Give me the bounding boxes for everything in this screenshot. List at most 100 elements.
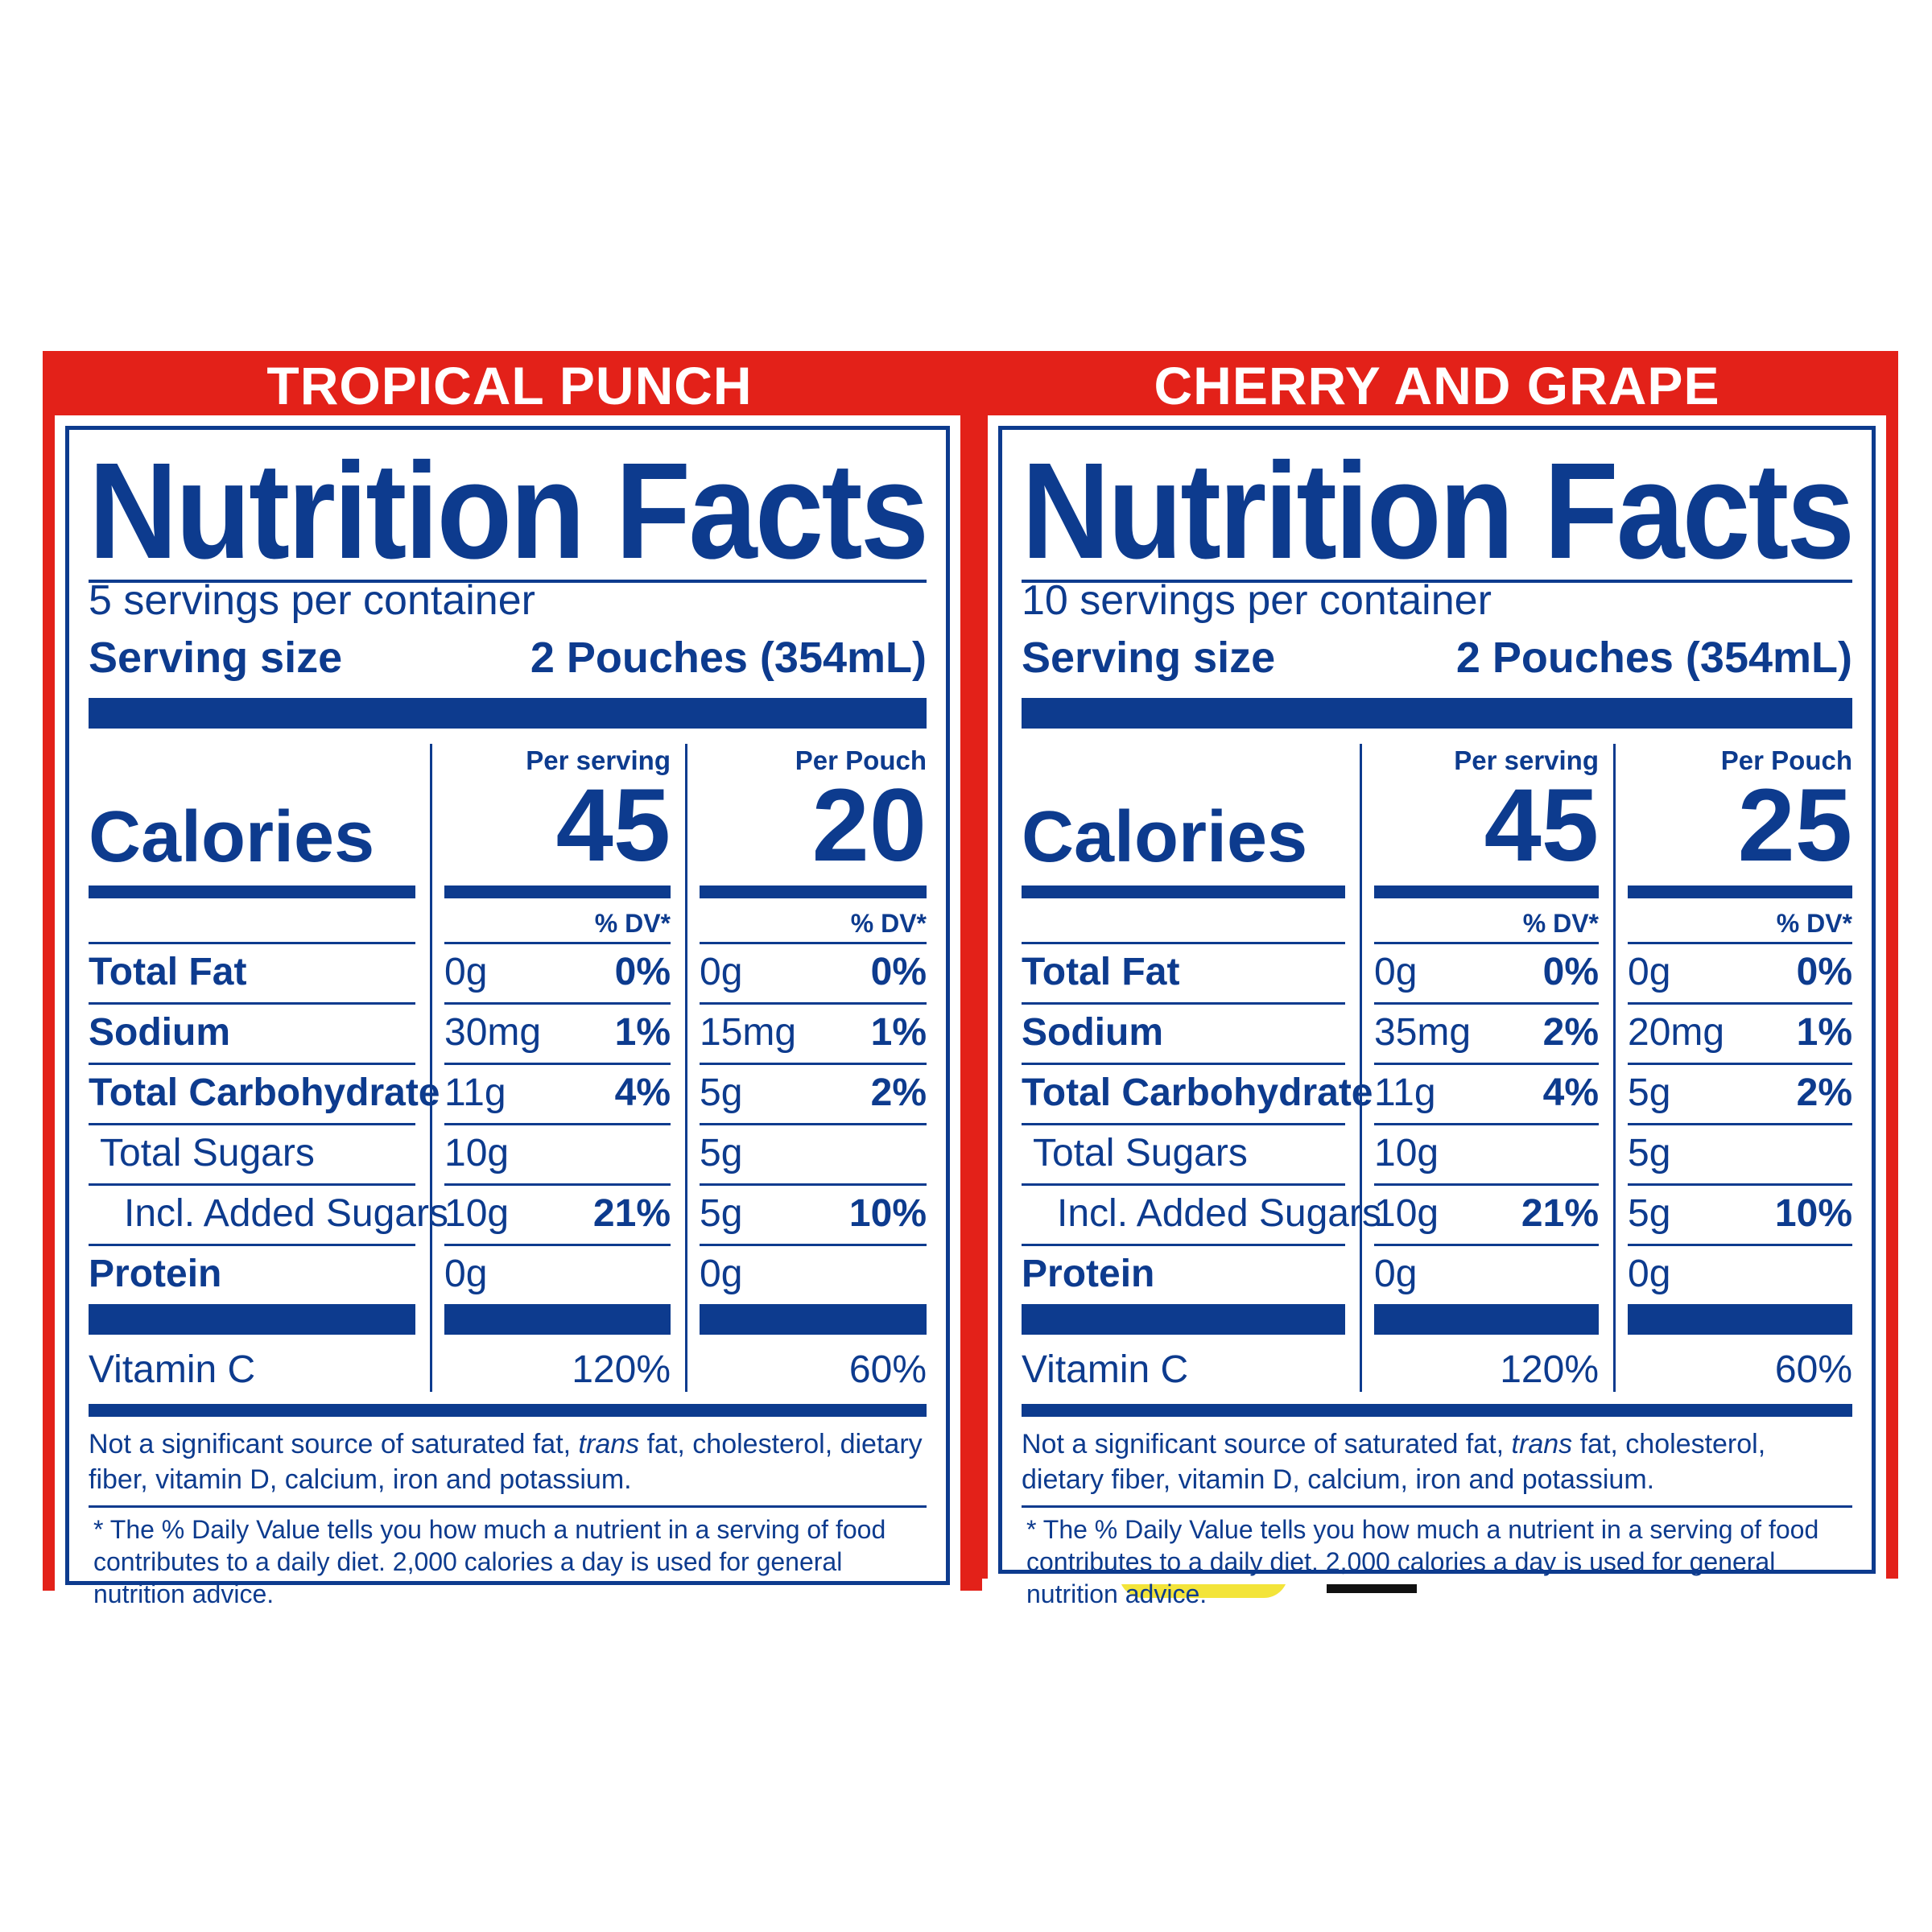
- thick-rule: [1022, 1304, 1345, 1335]
- thick-rule: [89, 1404, 927, 1417]
- amount-per-serving: 0g: [1374, 1253, 1418, 1295]
- amount-per-serving: 0g: [1374, 951, 1418, 993]
- row-rule: [89, 1063, 415, 1065]
- column-divider: [685, 744, 687, 1392]
- column-divider: [1613, 744, 1616, 1392]
- note-text: fat, cholesterol, dietary fiber, vitamin…: [1022, 1429, 1766, 1495]
- amount-per-pouch: 5g: [700, 1071, 743, 1114]
- per-serving-header: Per serving: [526, 745, 671, 775]
- serving-size-label: Serving size: [1022, 634, 1276, 682]
- nutrient-name: Protein: [89, 1253, 222, 1295]
- row-rule: [700, 1123, 927, 1125]
- thick-rule: [444, 1304, 671, 1335]
- amount-per-serving: 30mg: [444, 1011, 542, 1054]
- serving-size-value: 2 Pouches (354mL): [530, 634, 927, 682]
- nutrient-name: Protein: [1022, 1253, 1155, 1295]
- calories-per-pouch: 20: [811, 768, 927, 883]
- row-rule: [89, 1002, 415, 1005]
- column-divider: [430, 744, 432, 1392]
- calories-label: Calories: [89, 797, 375, 877]
- not-significant-note: Not a significant source of saturated fa…: [1022, 1426, 1852, 1497]
- row-rule: [1022, 942, 1345, 944]
- row-rule: [1628, 1002, 1852, 1005]
- row-rule: [1628, 1123, 1852, 1125]
- amount-per-pouch: 0g: [1628, 951, 1671, 993]
- serving-size-value: 2 Pouches (354mL): [1455, 634, 1852, 682]
- vitamin-c-per-pouch: 60%: [848, 1348, 927, 1391]
- dv-per-serving: 1%: [614, 1011, 671, 1054]
- dv-per-pouch: 0%: [1796, 951, 1852, 993]
- row-rule: [1022, 1123, 1345, 1125]
- nutrient-name: Incl. Added Sugars: [1057, 1192, 1381, 1235]
- dv-per-pouch: 10%: [1774, 1192, 1852, 1235]
- dv-per-serving: 21%: [1521, 1192, 1599, 1235]
- thick-rule: [700, 1304, 927, 1335]
- dv-header: % DV*: [1522, 909, 1599, 938]
- amount-per-serving: 0g: [444, 1253, 488, 1295]
- amount-per-serving: 0g: [444, 951, 488, 993]
- amount-per-serving: 10g: [1374, 1132, 1439, 1174]
- servings-per-container: 5 servings per container: [89, 577, 535, 624]
- thick-rule: [89, 1304, 415, 1335]
- row-rule: [1374, 1063, 1599, 1065]
- dv-header: % DV*: [1776, 909, 1852, 938]
- calories-per-serving: 45: [1484, 768, 1599, 883]
- dv-header: % DV*: [594, 909, 671, 938]
- amount-per-pouch: 15mg: [700, 1011, 797, 1054]
- vitamin-c-label: Vitamin C: [89, 1348, 256, 1391]
- servings-per-container: 10 servings per container: [1022, 577, 1492, 624]
- row-rule: [1374, 1002, 1599, 1005]
- amount-per-serving: 35mg: [1374, 1011, 1472, 1054]
- row-rule: [89, 1123, 415, 1125]
- note-text: Not a significant source of saturated fa…: [1022, 1429, 1512, 1459]
- row-rule: [444, 1244, 671, 1246]
- dv-per-pouch: 2%: [870, 1071, 927, 1114]
- serving-size-label: Serving size: [89, 634, 343, 682]
- per-serving-header: Per serving: [1454, 745, 1599, 775]
- vitamin-c-per-serving: 120%: [572, 1348, 671, 1391]
- amount-per-pouch: 0g: [700, 1253, 743, 1295]
- calories-rule: [700, 886, 927, 898]
- amount-per-serving: 10g: [444, 1132, 510, 1174]
- dv-per-serving: 21%: [592, 1192, 671, 1235]
- nutrient-name: Total Carbohydrate: [89, 1071, 440, 1114]
- dv-per-pouch: 1%: [870, 1011, 927, 1054]
- panel-border: Nutrition Facts 10 servings per container…: [998, 426, 1876, 1608]
- nutrient-name: Total Fat: [1022, 951, 1180, 993]
- nutrient-name: Sodium: [89, 1011, 230, 1054]
- dv-per-serving: 0%: [1542, 951, 1599, 993]
- amount-per-serving: 11g: [444, 1071, 506, 1114]
- thick-rule: [1628, 1304, 1852, 1335]
- nutrient-name: Total Carbohydrate: [1022, 1071, 1373, 1114]
- row-rule: [89, 1244, 415, 1246]
- calories-rule: [89, 886, 415, 898]
- vitamin-c-per-pouch: 60%: [1774, 1348, 1852, 1391]
- vitamin-c-per-serving: 120%: [1500, 1348, 1599, 1391]
- note-italic: trans: [578, 1429, 640, 1459]
- amount-per-pouch: 0g: [700, 951, 743, 993]
- dv-per-serving: 0%: [614, 951, 671, 993]
- row-rule: [700, 942, 927, 944]
- nutrient-name: Sodium: [1022, 1011, 1163, 1054]
- amount-per-pouch: 20mg: [1628, 1011, 1725, 1054]
- row-rule: [1628, 1063, 1852, 1065]
- row-rule: [89, 942, 415, 944]
- calories-per-serving: 45: [555, 768, 671, 883]
- row-rule: [700, 1183, 927, 1186]
- panel-title: Nutrition Facts: [1022, 435, 1855, 588]
- row-rule: [89, 1183, 415, 1186]
- note-text: fat, cholesterol, dietary fiber, vitamin…: [89, 1429, 923, 1495]
- row-rule: [1374, 1244, 1599, 1246]
- title-rule: [89, 580, 927, 583]
- thick-rule: [1374, 1304, 1599, 1335]
- flavor-title: TROPICAL PUNCH: [266, 356, 753, 415]
- amount-per-pouch: 5g: [1628, 1192, 1671, 1235]
- row-rule: [1022, 1183, 1345, 1186]
- dv-per-pouch: 10%: [848, 1192, 927, 1235]
- dv-per-serving: 4%: [1542, 1071, 1599, 1114]
- row-rule: [1628, 1183, 1852, 1186]
- dv-per-serving: 2%: [1542, 1011, 1599, 1054]
- thick-rule: [1022, 698, 1852, 729]
- calories-per-pouch: 25: [1737, 768, 1852, 883]
- row-rule: [1022, 1244, 1345, 1246]
